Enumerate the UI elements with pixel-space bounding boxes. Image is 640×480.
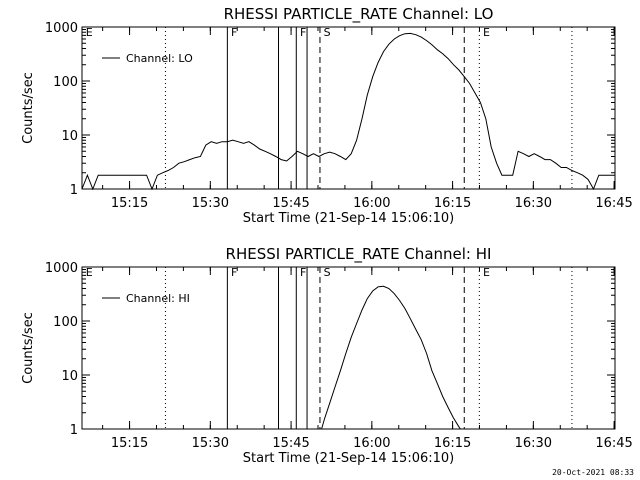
marker-label: F [231,26,237,39]
y-tick-label: 100 [53,315,78,330]
marker-label: E [483,26,490,39]
chart-panel-lo: RHESSI PARTICLE_RATE Channel: LO 1 10 100 10… [21,5,633,226]
chart-title: RHESSI PARTICLE_RATE Channel: HI [226,245,492,264]
footer-timestamp: 20-Oct-2021 08:33 [552,468,634,477]
x-tick-label: 16:30 [515,196,552,211]
series-line [81,32,615,191]
x-tick-label: 16:45 [595,196,632,211]
legend-label: Channel: HI [126,292,190,305]
x-tick-label: 15:30 [192,196,229,211]
x-tick-label: 16:15 [434,436,471,451]
chart-title: RHESSI PARTICLE_RATE Channel: LO [224,5,494,24]
x-tick-label: 16:15 [434,196,471,211]
marker-label: F [300,266,306,279]
plot-frame [81,266,616,430]
marker-label: S [324,26,331,39]
y-tick-label: 100 [53,75,78,90]
x-tick-label: 16:00 [353,436,390,451]
y-axis-label: Counts/sec [21,72,36,144]
marker-label: F [231,266,237,279]
x-tick-label: 15:15 [111,196,148,211]
x-tick-label: 16:30 [515,436,552,451]
y-tick-label: 10 [61,129,78,144]
y-tick-label: 1 [70,183,78,198]
marker-label: E [86,26,93,39]
y-tick-label: 10 [61,369,78,384]
y-tick-label: 1000 [45,21,78,36]
chart-panel-hi: RHESSI PARTICLE_RATE Channel: HI 1 10 100 10… [21,245,633,466]
x-tick-label: 16:00 [353,196,390,211]
series-line [321,285,461,430]
legend-label: Channel: LO [126,52,193,65]
x-tick-label: 15:45 [272,436,309,451]
x-tick-label: 16:45 [595,436,632,451]
marker-label: F [300,26,306,39]
y-tick-label: 1 [70,423,78,438]
plot-frame [81,26,616,190]
marker-label: S [324,266,331,279]
marker-label: E [483,266,490,279]
y-axis-label: Counts/sec [21,312,36,384]
y-tick-label: 1000 [45,261,78,276]
x-tick-label: 15:30 [192,436,229,451]
x-tick-label: 15:15 [111,436,148,451]
x-axis-label: Start Time (21-Sep-14 15:06:10) [243,451,454,466]
marker-label: E [86,266,93,279]
x-axis-label: Start Time (21-Sep-14 15:06:10) [243,211,454,226]
x-tick-label: 15:45 [272,196,309,211]
